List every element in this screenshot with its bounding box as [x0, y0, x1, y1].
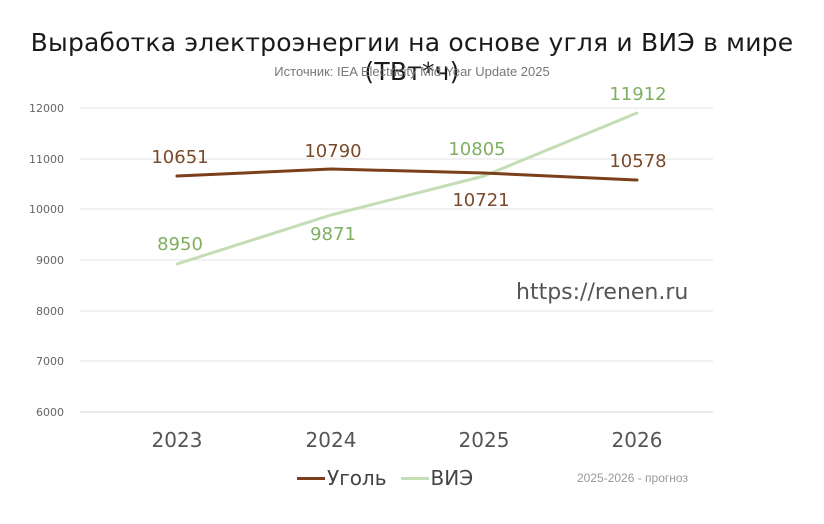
y-axis-labels: 12000 11000 10000 9000 8000 7000 6000 [29, 102, 64, 419]
chart-subtitle: Источник: IEA Electricity Mid-Year Updat… [274, 64, 550, 79]
y-tick: 7000 [36, 355, 64, 368]
coal-label: 10651 [151, 147, 208, 168]
y-tick: 12000 [29, 102, 64, 115]
coal-swatch-icon [297, 476, 325, 480]
coal-data-labels: 10651 10790 10721 10578 [151, 141, 666, 211]
chart-title: Выработка электроэнергии на основе угля … [30, 28, 794, 86]
y-tick: 8000 [36, 305, 64, 318]
res-series-line [175, 111, 639, 266]
x-tick: 2026 [612, 428, 663, 452]
res-label: 10805 [448, 139, 505, 160]
res-data-labels: 8950 9871 10805 11912 [157, 84, 667, 255]
legend-label-coal: Уголь [327, 466, 387, 490]
x-tick: 2024 [306, 428, 357, 452]
res-label: 9871 [310, 224, 356, 245]
res-label: 11912 [609, 84, 666, 105]
forecast-note: 2025-2026 - прогноз [577, 471, 688, 485]
legend-label-res: ВИЭ [430, 466, 474, 490]
res-swatch-icon [400, 476, 429, 480]
x-tick: 2025 [459, 428, 510, 452]
coal-label: 10578 [609, 151, 666, 172]
x-tick: 2023 [152, 428, 203, 452]
y-tick: 9000 [36, 254, 64, 267]
coal-label: 10790 [304, 141, 361, 162]
coal-label: 10721 [452, 190, 509, 211]
y-tick: 10000 [29, 203, 64, 216]
legend-item-coal: Уголь [297, 466, 387, 490]
legend-item-res: ВИЭ [400, 466, 474, 490]
chart-legend: Уголь ВИЭ [297, 466, 473, 490]
y-tick: 6000 [36, 406, 64, 419]
y-tick: 11000 [29, 153, 64, 166]
coal-series-line [175, 167, 639, 182]
watermark-url: https://renen.ru [516, 280, 689, 305]
gridlines [80, 107, 713, 413]
res-label: 8950 [157, 234, 203, 255]
x-axis-labels: 2023 2024 2025 2026 [152, 428, 663, 452]
